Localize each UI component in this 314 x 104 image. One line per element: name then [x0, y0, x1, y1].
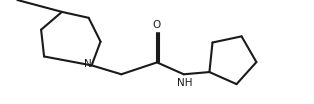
Text: N: N [84, 59, 92, 69]
Text: O: O [153, 20, 161, 30]
Text: NH: NH [177, 78, 193, 88]
